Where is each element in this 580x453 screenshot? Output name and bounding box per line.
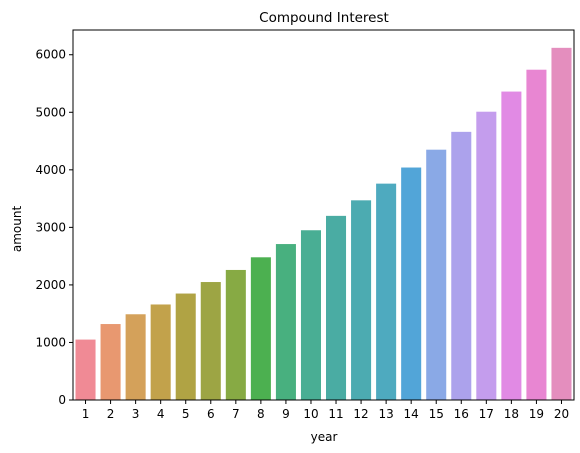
x-tick-label: 12 bbox=[353, 407, 368, 421]
y-axis-label: amount bbox=[10, 206, 24, 253]
bar-year-17 bbox=[476, 111, 497, 401]
x-tick-label: 13 bbox=[378, 407, 393, 421]
x-tick-label: 4 bbox=[157, 407, 165, 421]
bar-year-4 bbox=[150, 304, 171, 400]
x-tick-label: 19 bbox=[529, 407, 544, 421]
x-tick-label: 2 bbox=[107, 407, 115, 421]
x-tick-label: 16 bbox=[454, 407, 469, 421]
x-tick-label: 1 bbox=[82, 407, 90, 421]
x-tick-label: 3 bbox=[132, 407, 140, 421]
y-axis: 0 1000 2000 3000 4000 5000 6000 bbox=[35, 48, 73, 407]
y-tick-label: 1000 bbox=[35, 335, 66, 349]
bar-year-10 bbox=[300, 230, 321, 400]
bar-year-13 bbox=[376, 183, 397, 400]
bar-year-16 bbox=[451, 131, 472, 400]
x-tick-label: 15 bbox=[429, 407, 444, 421]
bar-year-2 bbox=[100, 324, 121, 400]
x-axis: 1 2 3 4 5 6 7 8 9 10 11 12 13 14 15 16 17 18 19 20 bbox=[82, 400, 569, 421]
y-tick-label: 0 bbox=[58, 393, 66, 407]
bar-year-11 bbox=[326, 215, 347, 400]
bar-year-15 bbox=[426, 149, 447, 400]
bar-year-12 bbox=[351, 200, 372, 400]
bar-year-9 bbox=[275, 244, 296, 400]
bar-year-20 bbox=[551, 47, 572, 400]
bar-year-14 bbox=[401, 167, 422, 400]
y-tick-label: 3000 bbox=[35, 220, 66, 234]
x-tick-label: 5 bbox=[182, 407, 190, 421]
bars-group bbox=[75, 47, 572, 401]
plot-frame bbox=[72, 29, 575, 401]
y-tick-label: 4000 bbox=[35, 163, 66, 177]
x-tick-label: 18 bbox=[504, 407, 519, 421]
bar-year-5 bbox=[175, 293, 196, 400]
bar-year-19 bbox=[526, 69, 547, 400]
bar-year-6 bbox=[200, 282, 221, 400]
bar-year-18 bbox=[501, 91, 522, 400]
y-tick-label: 2000 bbox=[35, 278, 66, 292]
bar-year-7 bbox=[225, 269, 246, 400]
x-tick-label: 7 bbox=[232, 407, 240, 421]
x-tick-label: 20 bbox=[554, 407, 569, 421]
chart-title: Compound Interest bbox=[259, 10, 389, 26]
y-tick-label: 5000 bbox=[35, 105, 66, 119]
x-tick-label: 17 bbox=[479, 407, 494, 421]
bar-year-1 bbox=[75, 339, 96, 400]
bar-year-8 bbox=[250, 257, 271, 400]
x-tick-label: 10 bbox=[303, 407, 318, 421]
x-tick-label: 9 bbox=[282, 407, 290, 421]
x-axis-label: year bbox=[311, 430, 338, 444]
y-tick-label: 6000 bbox=[35, 48, 66, 62]
x-tick-label: 8 bbox=[257, 407, 265, 421]
x-tick-label: 14 bbox=[404, 407, 419, 421]
x-tick-label: 11 bbox=[328, 407, 343, 421]
bar-year-3 bbox=[125, 314, 146, 400]
x-tick-label: 6 bbox=[207, 407, 215, 421]
